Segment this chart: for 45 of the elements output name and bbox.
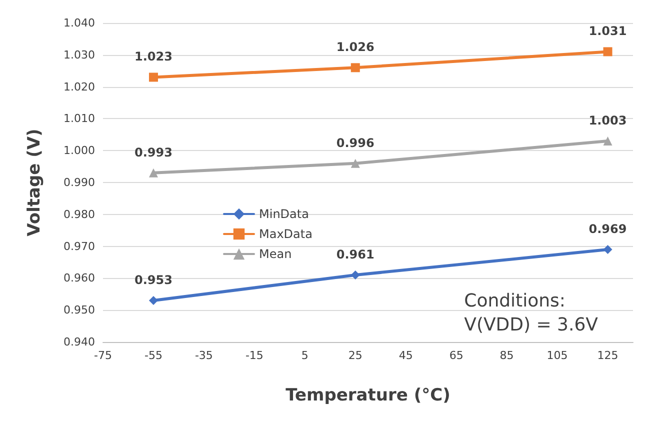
x-tick-label: 45: [398, 349, 413, 362]
x-tick-label: 5: [301, 349, 308, 362]
data-label: 0.969: [588, 222, 627, 236]
data-label: 0.961: [336, 248, 374, 262]
legend-label: MinData: [259, 207, 309, 221]
point: [148, 296, 158, 306]
point: [350, 63, 360, 72]
y-tick-label: 1.000: [64, 144, 95, 158]
y-tick-label: 1.040: [64, 16, 95, 30]
point: [603, 47, 612, 56]
point: [350, 158, 360, 168]
point: [603, 136, 612, 146]
x-tick-label: -75: [94, 349, 112, 362]
y-tick-label: 0.980: [64, 208, 95, 221]
x-tick-label: -35: [194, 349, 213, 362]
x-tick-label: 65: [449, 349, 464, 362]
x-tick-label: 125: [597, 349, 618, 362]
y-tick-label: 0.970: [64, 240, 95, 253]
data-label: 1.003: [588, 114, 627, 128]
y-tick-label: 1.020: [64, 80, 95, 94]
data-label: 1.023: [134, 50, 172, 64]
legend-label: MaxData: [259, 227, 312, 241]
data-label: 0.993: [134, 145, 172, 160]
y-tick-label: 0.990: [64, 176, 95, 189]
y-tick-label: 0.940: [64, 336, 95, 348]
data-label: 1.026: [336, 40, 374, 54]
point: [148, 168, 158, 178]
x-tick-label: -55: [144, 349, 162, 362]
y-axis-title: Voltage (V): [24, 128, 44, 236]
y-tick-label: 1.010: [64, 112, 95, 126]
y-tick-label: 1.030: [64, 48, 95, 62]
y-tick-label: 0.960: [64, 272, 95, 285]
annotation: Conditions: V(VDD) = 3.6V: [464, 290, 599, 336]
x-tick-label: 25: [348, 349, 362, 362]
y-tick-label: 0.950: [64, 304, 95, 317]
point: [603, 244, 612, 254]
x-tick-label: -15: [245, 349, 264, 362]
x-tick-label: 85: [500, 349, 514, 362]
data-label: 0.996: [336, 136, 374, 150]
data-label: 0.953: [134, 273, 172, 288]
point: [148, 72, 158, 82]
legend-label: Mean: [259, 247, 292, 261]
data-label: 1.031: [588, 24, 627, 38]
x-axis-title: Temperature (°C): [286, 386, 450, 406]
x-tick-label: 105: [546, 349, 568, 362]
